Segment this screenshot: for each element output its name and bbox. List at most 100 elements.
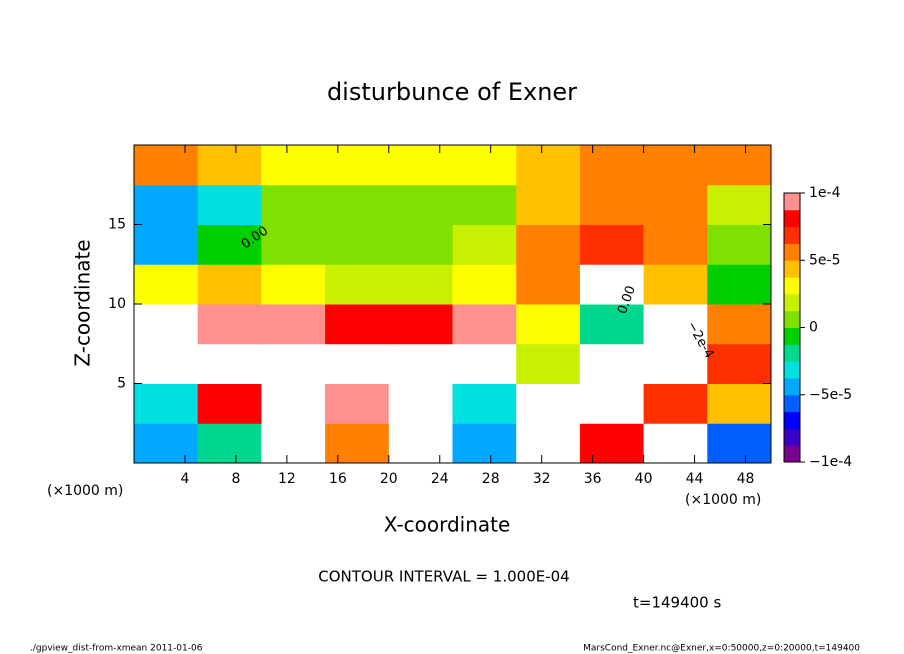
- heat-cell: [707, 343, 772, 384]
- heat-cell: [261, 224, 326, 265]
- heat-cell: [579, 264, 645, 305]
- heat-cell: [516, 184, 581, 225]
- heat-cell: [452, 304, 517, 345]
- heat-cell: [579, 383, 645, 424]
- y-axis-label: Z-coordinate: [71, 239, 95, 366]
- heat-cell: [579, 423, 645, 464]
- heat-cell: [325, 264, 390, 305]
- x-unit: (×1000 m): [685, 492, 761, 508]
- heat-cell: [707, 145, 772, 186]
- heat-cell: [707, 264, 772, 305]
- x-tick-label: 44: [686, 471, 704, 487]
- heat-cell: [134, 224, 199, 265]
- colorbar-swatch: [784, 445, 800, 463]
- heat-cell: [579, 343, 645, 384]
- heat-cell: [134, 343, 199, 384]
- heat-cell: [643, 383, 708, 424]
- colorbar-tick-label: 0: [809, 320, 818, 336]
- heat-cell: [388, 224, 453, 265]
- heat-cell: [197, 423, 262, 464]
- colorbar-tick-label: −1e-4: [809, 454, 852, 470]
- heat-cell: [452, 145, 517, 186]
- heat-cell: [325, 423, 390, 464]
- heat-cell: [707, 383, 772, 424]
- heat-cell: [388, 343, 453, 384]
- heat-cell: [643, 304, 708, 345]
- footer-right: MarsCond_Exner.nc@Exner,x=0:50000,z=0:20…: [583, 644, 860, 654]
- heat-cell: [197, 383, 262, 424]
- heat-cell: [643, 423, 708, 464]
- time-label: t=149400 s: [633, 594, 721, 612]
- heat-cell: [388, 304, 453, 345]
- heat-cell: [134, 383, 199, 424]
- colorbar-swatch: [784, 344, 800, 362]
- heat-cell: [643, 184, 708, 225]
- heat-cell: [643, 343, 708, 384]
- heat-cell: [197, 304, 262, 345]
- heat-cell: [325, 343, 390, 384]
- heat-cell: [388, 264, 453, 305]
- heat-cell: [197, 224, 262, 265]
- colorbar-tick-label: −5e-5: [809, 387, 852, 403]
- heat-cell: [516, 304, 581, 345]
- heat-cell: [579, 145, 645, 186]
- heat-cell: [261, 184, 326, 225]
- chart-title: disturbunce of Exner: [327, 78, 577, 106]
- heat-cell: [325, 184, 390, 225]
- heat-cell: [452, 264, 517, 305]
- heat-cell: [325, 145, 390, 186]
- heat-cell: [325, 383, 390, 424]
- heat-cell: [643, 224, 708, 265]
- heat-cell: [579, 184, 645, 225]
- x-tick-label: 4: [180, 471, 189, 487]
- colorbar-swatch: [784, 377, 800, 396]
- x-tick-label: 28: [482, 471, 500, 487]
- heat-cell: [516, 145, 581, 186]
- colorbar-swatch: [784, 293, 800, 312]
- heat-cell: [707, 224, 772, 265]
- contour-interval: CONTOUR INTERVAL = 1.000E-04: [318, 568, 569, 586]
- heat-cell: [707, 184, 772, 225]
- y-tick-label: 15: [108, 217, 126, 233]
- heat-cell: [197, 145, 262, 186]
- colorbar-swatch: [784, 260, 800, 278]
- x-tick-label: 8: [231, 471, 240, 487]
- colorbar-swatch: [784, 428, 800, 446]
- footer-left: ./gpview_dist-from-xmean 2011-01-06: [30, 644, 203, 654]
- heat-cell: [325, 304, 390, 345]
- colorbar-tick-label: 5e-5: [809, 252, 840, 268]
- x-tick-label: 36: [584, 471, 602, 487]
- colorbar-swatch: [784, 411, 800, 429]
- colorbar-swatch: [784, 327, 800, 345]
- heat-cell: [134, 264, 199, 305]
- heat-cell: [516, 383, 581, 424]
- heat-cell: [134, 304, 199, 345]
- colorbar-tick-label: 1e-4: [809, 185, 841, 201]
- heat-cell: [452, 383, 517, 424]
- x-tick-label: 24: [431, 471, 449, 487]
- heat-cell: [452, 184, 517, 225]
- colorbar-swatch: [784, 277, 800, 295]
- x-tick-label: 40: [635, 471, 653, 487]
- heat-cell: [452, 423, 517, 464]
- heat-cell: [452, 224, 517, 265]
- heat-cell: [261, 383, 326, 424]
- x-tick-label: 12: [278, 471, 296, 487]
- heat-cell: [197, 343, 262, 384]
- heat-cell: [579, 304, 645, 345]
- heat-cell: [197, 264, 262, 305]
- heat-cell: [643, 264, 708, 305]
- heat-cell: [325, 224, 390, 265]
- heat-cell: [516, 423, 581, 464]
- heat-cell: [516, 264, 581, 305]
- colorbar-swatch: [784, 243, 800, 261]
- heat-cell: [134, 145, 199, 186]
- colorbar-swatch: [784, 394, 800, 413]
- heat-cell: [707, 423, 772, 464]
- heat-cell: [197, 184, 262, 225]
- heat-cell: [261, 304, 326, 345]
- heat-cell: [388, 423, 453, 464]
- y-tick-label: 10: [108, 296, 126, 312]
